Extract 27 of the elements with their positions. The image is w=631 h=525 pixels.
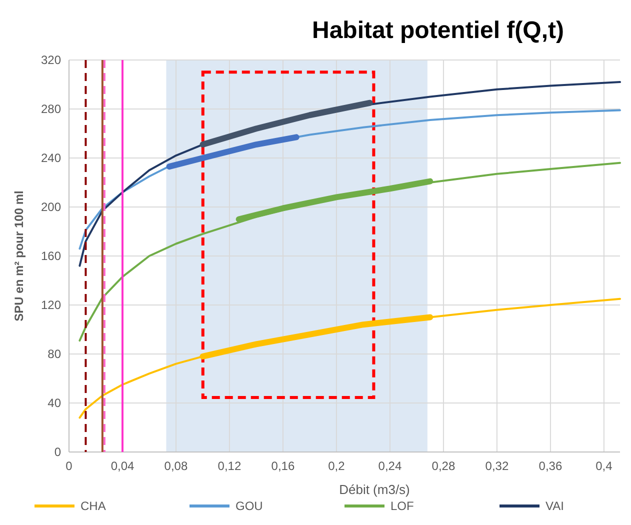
x-tick-label: 0,28 [432, 459, 456, 473]
y-axis-title: SPU en m² pour 100 ml [12, 190, 26, 322]
x-tick-label: 0,4 [596, 459, 613, 473]
chart-title: Habitat potentiel f(Q,t) [312, 17, 564, 44]
y-tick-label: 200 [40, 200, 62, 214]
y-tick-label: 320 [40, 53, 62, 67]
x-tick-label: 0,04 [110, 459, 134, 473]
x-tick-label: 0,24 [378, 459, 402, 473]
x-tick-label: 0 [66, 459, 73, 473]
legend-label: GOU [236, 499, 263, 513]
y-tick-label: 120 [40, 298, 62, 312]
x-tick-label: 0,12 [218, 459, 242, 473]
y-tick-label: 40 [48, 396, 62, 410]
y-tick-label: 280 [40, 102, 62, 116]
y-tick-label: 0 [54, 445, 62, 459]
x-tick-label: 0,2 [328, 459, 346, 473]
x-tick-label: 0,32 [485, 459, 509, 473]
x-tick-label: 0,08 [164, 459, 188, 473]
x-tick-label: 0,36 [538, 459, 562, 473]
legend-label: VAI [546, 499, 564, 513]
legend-label: LOF [390, 499, 414, 513]
legend-label: CHA [80, 499, 106, 513]
x-tick-label: 0,16 [271, 459, 295, 473]
y-tick-label: 80 [48, 347, 62, 361]
x-axis-title: Débit (m3/s) [339, 482, 410, 497]
y-tick-label: 160 [40, 249, 62, 263]
y-tick-label: 240 [40, 151, 62, 165]
